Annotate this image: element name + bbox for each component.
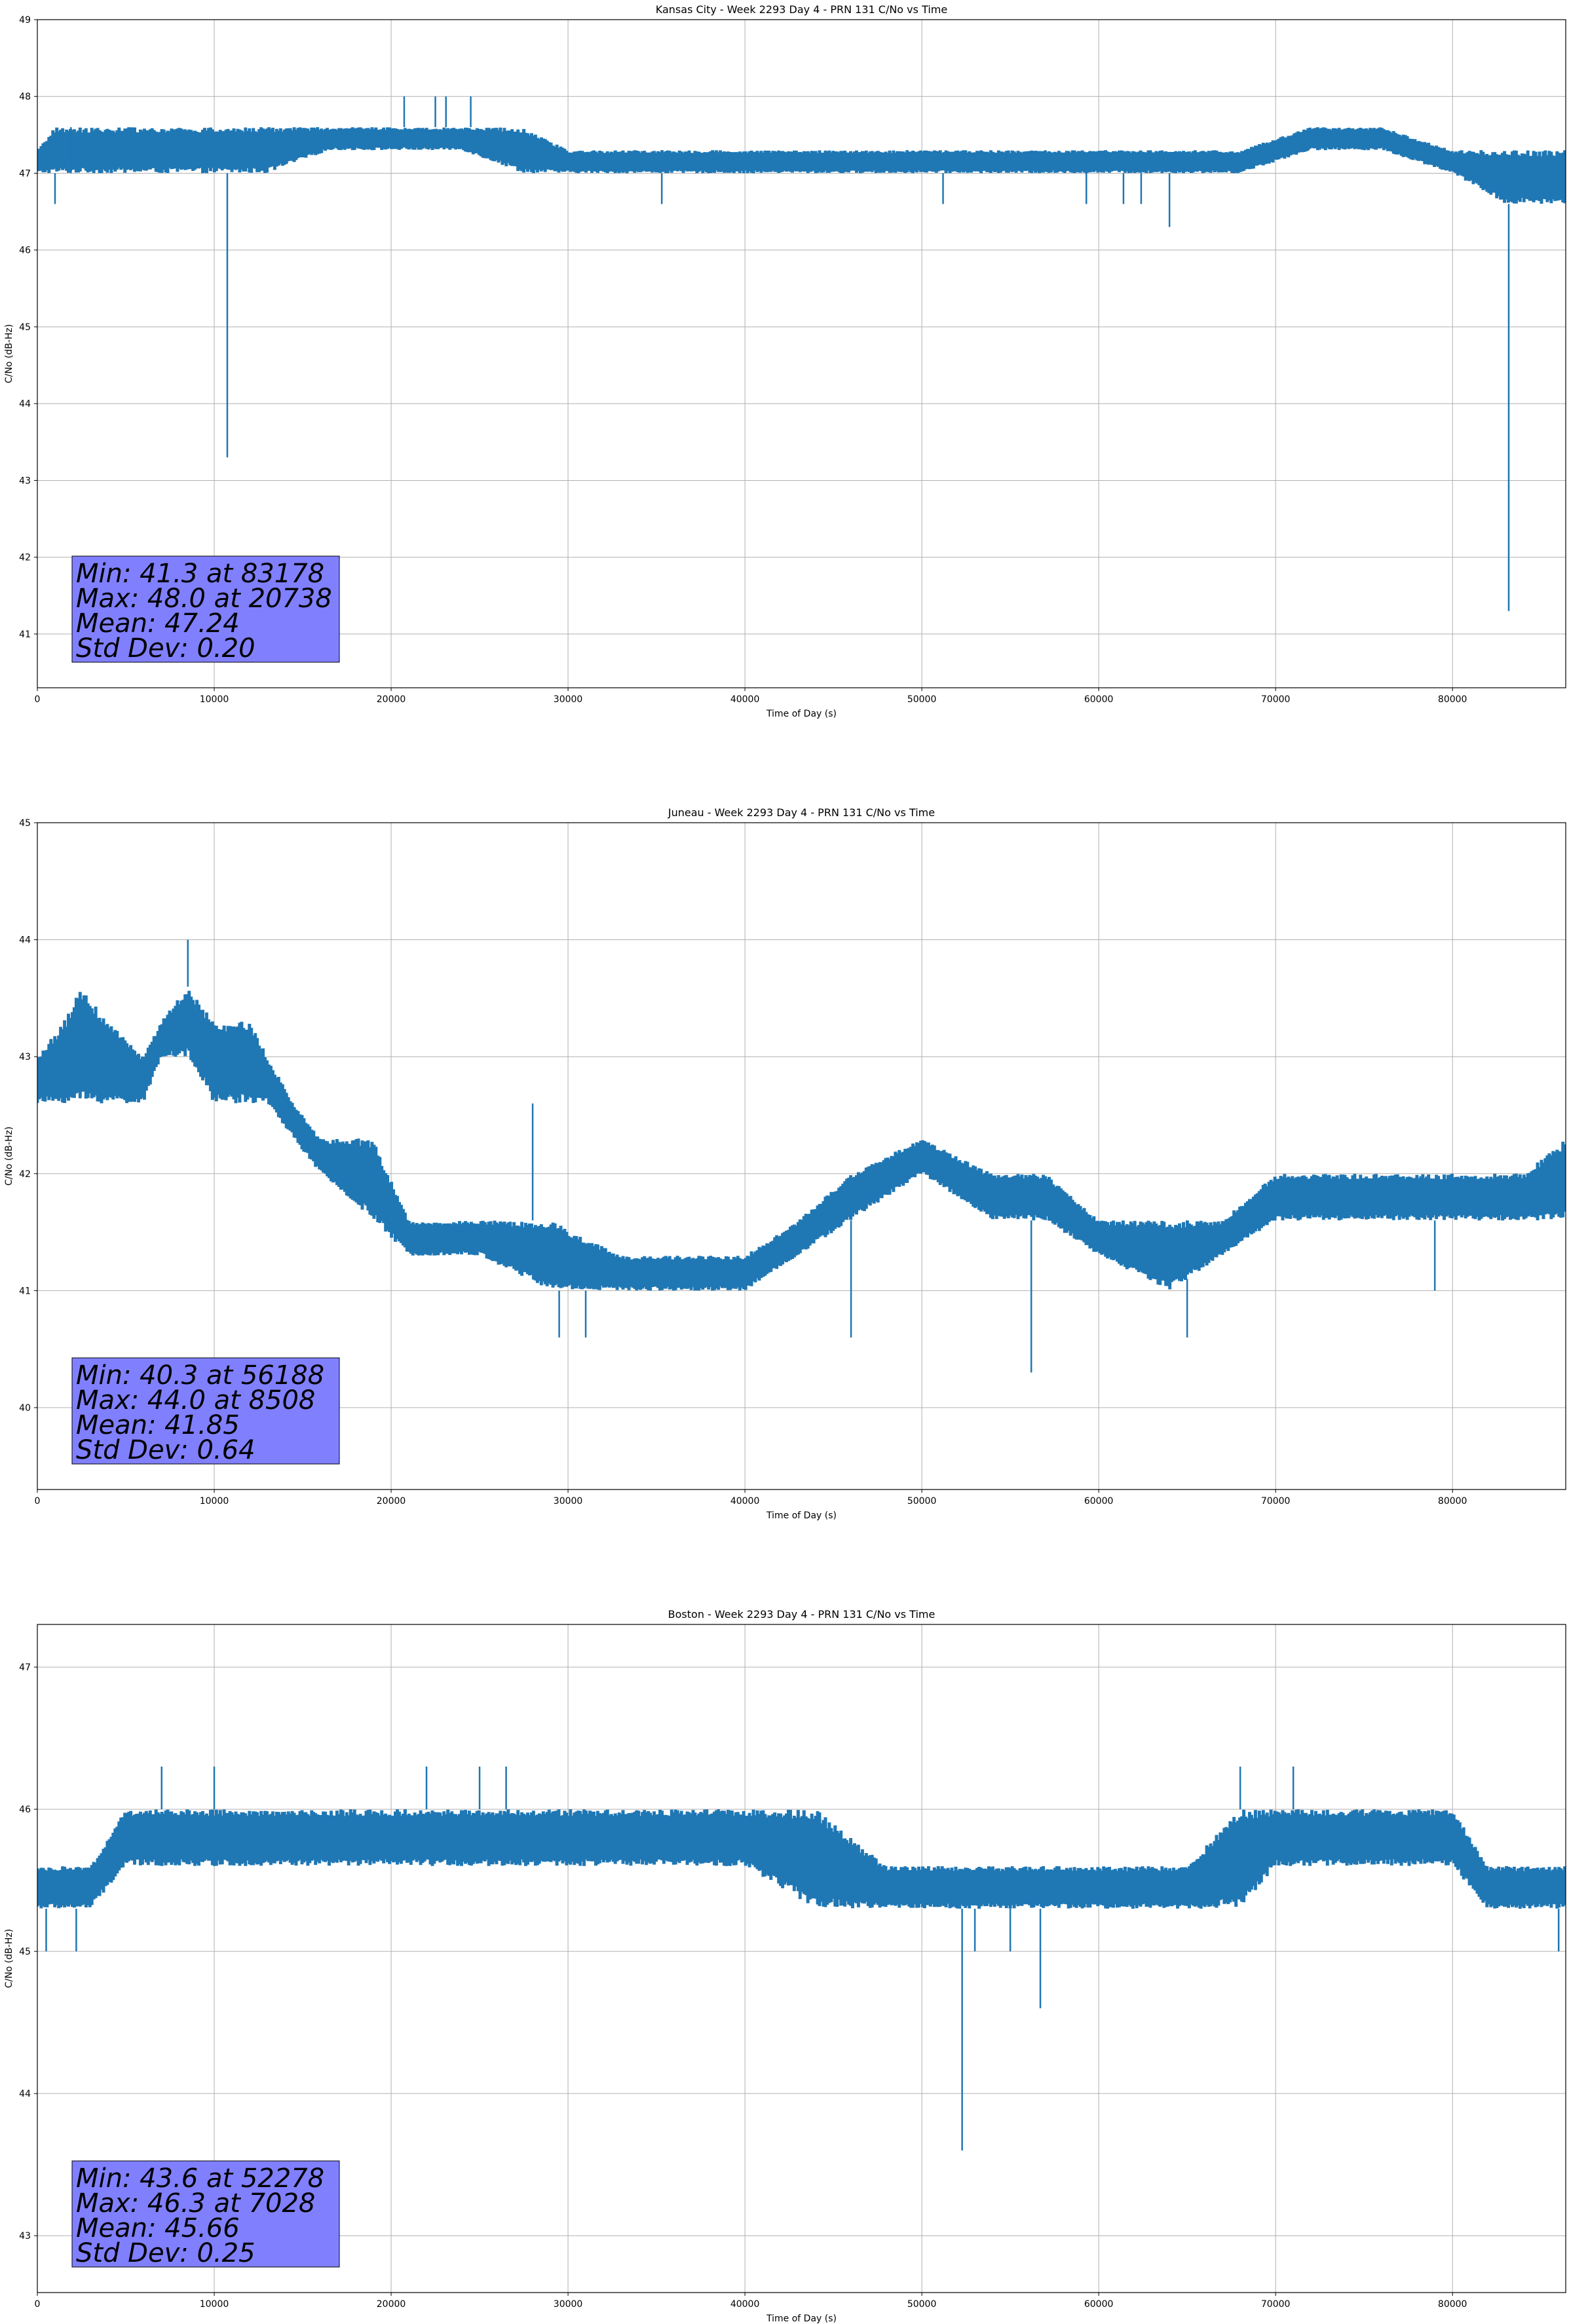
stats-box-background bbox=[71, 555, 340, 663]
y-tick-label: 46 bbox=[19, 246, 31, 256]
stats-line: Max: 44.0 at 8508 bbox=[76, 1385, 315, 1415]
x-tick-label: 40000 bbox=[730, 694, 760, 705]
stats-line: Mean: 45.66 bbox=[76, 2213, 240, 2243]
series-trace bbox=[37, 1767, 1566, 2150]
x-tick-label: 10000 bbox=[200, 694, 229, 705]
series-trace bbox=[37, 96, 1566, 611]
y-tick-label: 42 bbox=[19, 1169, 31, 1180]
y-tick-label: 47 bbox=[19, 1662, 31, 1673]
x-tick-label: 70000 bbox=[1261, 1496, 1291, 1507]
x-tick-label: 0 bbox=[35, 2299, 41, 2310]
x-tick-label: 50000 bbox=[907, 694, 937, 705]
stats-line: Min: 40.3 at 56188 bbox=[76, 1360, 324, 1391]
y-axis-label: C/No (dB-Hz) bbox=[4, 1127, 14, 1186]
x-axis: 0 10000 20000 30000 40000 50000 60000 70000 8000… bbox=[35, 1490, 1467, 1507]
x-tick-label: 30000 bbox=[554, 2299, 583, 2310]
x-tick-label: 0 bbox=[35, 1496, 41, 1507]
x-tick-label: 10000 bbox=[200, 1496, 229, 1507]
x-tick-label: 80000 bbox=[1438, 2299, 1467, 2310]
x-tick-label: 80000 bbox=[1438, 1496, 1467, 1507]
y-tick-label: 45 bbox=[19, 322, 31, 333]
x-tick-label: 60000 bbox=[1084, 2299, 1114, 2310]
y-tick-label: 45 bbox=[19, 818, 31, 829]
x-tick-label: 80000 bbox=[1438, 694, 1467, 705]
x-tick-label: 70000 bbox=[1261, 694, 1291, 705]
panels: Kansas City - Week 2293 Day 4 - PRN 131 … bbox=[4, 3, 1566, 2324]
x-tick-label: 20000 bbox=[377, 1496, 406, 1507]
chart-panel-3: Boston - Week 2293 Day 4 - PRN 131 C/No … bbox=[4, 1608, 1566, 2324]
grid bbox=[37, 20, 1566, 688]
x-tick-label: 40000 bbox=[730, 1496, 760, 1507]
y-axis: 40 41 42 43 44 45 bbox=[19, 818, 37, 1414]
x-tick-label: 40000 bbox=[730, 2299, 760, 2310]
y-tick-label: 48 bbox=[19, 92, 31, 102]
y-tick-label: 43 bbox=[19, 476, 31, 486]
plot-frame bbox=[37, 19, 1566, 688]
x-tick-label: 70000 bbox=[1261, 2299, 1291, 2310]
x-axis: 0 10000 20000 30000 40000 50000 60000 70000 8000… bbox=[35, 688, 1467, 705]
stats-line: Std Dev: 0.64 bbox=[76, 1435, 255, 1465]
x-tick-label: 50000 bbox=[907, 1496, 937, 1507]
series-trace bbox=[37, 939, 1566, 1373]
stats-line: Max: 48.0 at 20738 bbox=[76, 584, 332, 614]
cno-band bbox=[37, 127, 1566, 204]
x-tick-label: 60000 bbox=[1084, 1496, 1114, 1507]
x-axis: 0 10000 20000 30000 40000 50000 60000 70000 8000… bbox=[35, 2293, 1467, 2310]
y-tick-label: 44 bbox=[19, 935, 31, 946]
stats-line: Min: 43.6 at 52278 bbox=[76, 2164, 324, 2194]
x-tick-label: 20000 bbox=[377, 2299, 406, 2310]
cno-band bbox=[37, 1809, 1566, 1909]
x-tick-label: 20000 bbox=[377, 694, 406, 705]
y-axis: 43 44 45 46 47 bbox=[19, 1662, 37, 2241]
stats-box-background bbox=[71, 1357, 340, 1465]
chart-panel-2: Juneau - Week 2293 Day 4 - PRN 131 C/No … bbox=[4, 806, 1566, 1521]
chart-title: Kansas City - Week 2293 Day 4 - PRN 131 … bbox=[656, 3, 947, 16]
y-tick-label: 44 bbox=[19, 399, 31, 409]
y-tick-label: 41 bbox=[19, 1286, 31, 1296]
y-axis: 41 42 43 44 45 46 47 48 49 bbox=[19, 15, 37, 640]
stats-line: Max: 46.3 at 7028 bbox=[76, 2188, 315, 2219]
x-tick-label: 30000 bbox=[554, 1496, 583, 1507]
stats-line: Std Dev: 0.20 bbox=[76, 633, 255, 664]
x-tick-label: 30000 bbox=[554, 694, 583, 705]
stats-box-background bbox=[71, 2160, 340, 2268]
y-tick-label: 41 bbox=[19, 629, 31, 640]
y-tick-label: 44 bbox=[19, 2089, 31, 2099]
chart-panel-1: Kansas City - Week 2293 Day 4 - PRN 131 … bbox=[4, 3, 1566, 719]
y-tick-label: 45 bbox=[19, 1947, 31, 1957]
chart-title: Boston - Week 2293 Day 4 - PRN 131 C/No … bbox=[668, 1608, 936, 1621]
x-axis-label: Time of Day (s) bbox=[766, 2314, 837, 2324]
x-tick-label: 10000 bbox=[200, 2299, 229, 2310]
plot-frame bbox=[37, 822, 1566, 1490]
y-tick-label: 46 bbox=[19, 1805, 31, 1815]
stats-line: Std Dev: 0.25 bbox=[76, 2238, 255, 2268]
chart-title: Juneau - Week 2293 Day 4 - PRN 131 C/No … bbox=[668, 806, 935, 819]
y-axis-label: C/No (dB-Hz) bbox=[4, 1929, 14, 1988]
plot-frame bbox=[37, 1624, 1566, 2293]
stats-line: Min: 41.3 at 83178 bbox=[76, 559, 324, 589]
stats-line: Mean: 41.85 bbox=[76, 1410, 240, 1440]
x-tick-label: 60000 bbox=[1084, 694, 1114, 705]
y-tick-label: 42 bbox=[19, 553, 31, 563]
y-tick-label: 47 bbox=[19, 168, 31, 179]
cno-band bbox=[37, 990, 1566, 1291]
x-tick-label: 0 bbox=[35, 694, 41, 705]
y-axis-label: C/No (dB-Hz) bbox=[4, 324, 14, 383]
y-tick-label: 40 bbox=[19, 1403, 31, 1414]
y-tick-label: 49 bbox=[19, 15, 31, 26]
stats-line: Mean: 47.24 bbox=[76, 609, 240, 639]
y-tick-label: 43 bbox=[19, 2231, 31, 2241]
y-tick-label: 43 bbox=[19, 1052, 31, 1062]
x-axis-label: Time of Day (s) bbox=[766, 1510, 837, 1521]
x-tick-label: 50000 bbox=[907, 2299, 937, 2310]
x-axis-label: Time of Day (s) bbox=[766, 709, 837, 719]
